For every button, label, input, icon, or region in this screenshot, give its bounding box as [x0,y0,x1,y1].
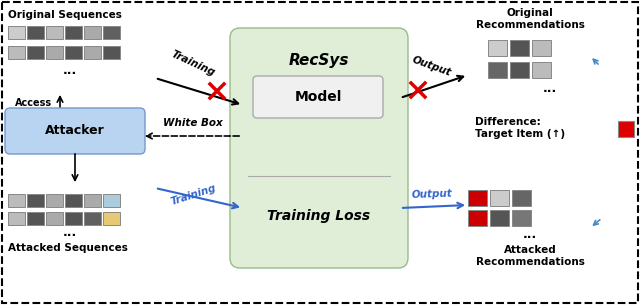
FancyBboxPatch shape [46,26,63,38]
FancyBboxPatch shape [510,62,529,78]
FancyBboxPatch shape [103,193,120,206]
FancyBboxPatch shape [8,211,25,224]
Text: Access: Access [15,98,52,108]
FancyBboxPatch shape [84,26,101,38]
FancyBboxPatch shape [532,62,551,78]
FancyBboxPatch shape [27,45,44,59]
Text: ...: ... [63,63,77,77]
FancyBboxPatch shape [512,210,531,226]
Text: ...: ... [523,228,537,242]
Text: Training Loss: Training Loss [268,209,371,223]
Text: Attacked Sequences: Attacked Sequences [8,243,128,253]
FancyBboxPatch shape [27,26,44,38]
Text: RecSys: RecSys [289,52,349,67]
FancyBboxPatch shape [532,40,551,56]
FancyBboxPatch shape [230,28,408,268]
Text: Output: Output [411,55,453,78]
FancyBboxPatch shape [488,40,507,56]
FancyBboxPatch shape [103,26,120,38]
FancyBboxPatch shape [46,193,63,206]
Text: White Box: White Box [163,118,223,128]
FancyBboxPatch shape [84,211,101,224]
FancyBboxPatch shape [490,190,509,206]
FancyBboxPatch shape [27,211,44,224]
FancyBboxPatch shape [65,26,82,38]
FancyBboxPatch shape [488,62,507,78]
FancyBboxPatch shape [8,45,25,59]
Text: Output: Output [412,188,452,200]
Text: ...: ... [543,81,557,95]
FancyBboxPatch shape [84,193,101,206]
FancyBboxPatch shape [5,108,145,154]
Text: Training: Training [170,49,216,78]
Text: Attacked
Recommendations: Attacked Recommendations [476,245,584,267]
FancyBboxPatch shape [512,190,531,206]
FancyBboxPatch shape [65,45,82,59]
FancyBboxPatch shape [46,211,63,224]
Text: Attacker: Attacker [45,124,105,138]
FancyBboxPatch shape [490,210,509,226]
FancyBboxPatch shape [468,190,487,206]
Text: Model: Model [294,90,342,104]
FancyBboxPatch shape [468,210,487,226]
FancyBboxPatch shape [103,45,120,59]
Text: Original
Recommendations: Original Recommendations [476,8,584,30]
Text: Training: Training [169,183,217,207]
FancyBboxPatch shape [84,45,101,59]
Text: Difference:
Target Item (↑): Difference: Target Item (↑) [475,117,565,139]
FancyBboxPatch shape [65,211,82,224]
FancyBboxPatch shape [618,121,634,137]
FancyBboxPatch shape [8,26,25,38]
Text: ...: ... [63,227,77,239]
FancyBboxPatch shape [65,193,82,206]
FancyBboxPatch shape [253,76,383,118]
FancyBboxPatch shape [510,40,529,56]
FancyBboxPatch shape [8,193,25,206]
FancyBboxPatch shape [46,45,63,59]
FancyBboxPatch shape [103,211,120,224]
Text: Original Sequences: Original Sequences [8,10,122,20]
FancyBboxPatch shape [27,193,44,206]
